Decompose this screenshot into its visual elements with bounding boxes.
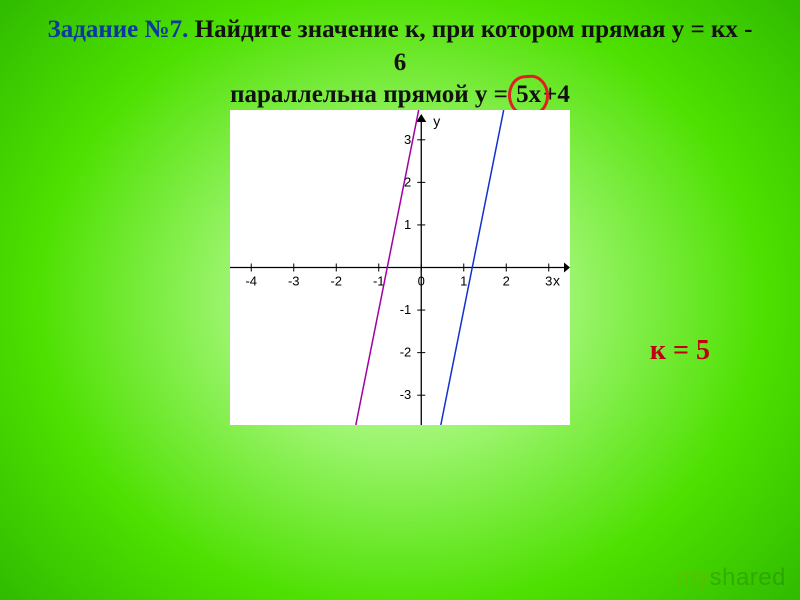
watermark-shared: shared	[710, 564, 786, 591]
circled-5x-text: 5х	[516, 81, 541, 108]
svg-text:0: 0	[418, 274, 425, 289]
svg-text:-3: -3	[288, 274, 300, 289]
watermark-my: my	[677, 564, 710, 591]
task-number: Задание №7.	[48, 16, 189, 43]
chart-area: -4-3-2-10123-3-2-1123xy	[230, 110, 570, 425]
task-title: Задание №7. Найдите значение к, при кото…	[0, 14, 800, 112]
title-part1: Найдите значение к, при котором прямая у…	[188, 16, 744, 43]
svg-text:3: 3	[545, 274, 552, 289]
svg-text:-2: -2	[400, 345, 412, 360]
svg-text:-1: -1	[400, 302, 412, 317]
circled-5x: 5х	[514, 79, 543, 112]
content: Задание №7. Найдите значение к, при кото…	[0, 0, 800, 600]
title-suffix2: +4	[543, 81, 570, 108]
svg-text:x: x	[553, 273, 560, 289]
answer-text: к = 5	[650, 335, 710, 367]
svg-text:y: y	[433, 113, 440, 129]
svg-text:3: 3	[404, 132, 411, 147]
underlined-word: параллельна	[230, 81, 377, 113]
svg-text:2: 2	[503, 274, 510, 289]
title-part2: прямой у =	[377, 81, 514, 108]
svg-text:1: 1	[460, 274, 467, 289]
svg-text:1: 1	[404, 217, 411, 232]
svg-text:-4: -4	[245, 274, 257, 289]
chart-svg: -4-3-2-10123-3-2-1123xy	[230, 110, 570, 425]
svg-text:-3: -3	[400, 387, 412, 402]
svg-text:-2: -2	[330, 274, 342, 289]
watermark: myshared	[677, 564, 786, 592]
